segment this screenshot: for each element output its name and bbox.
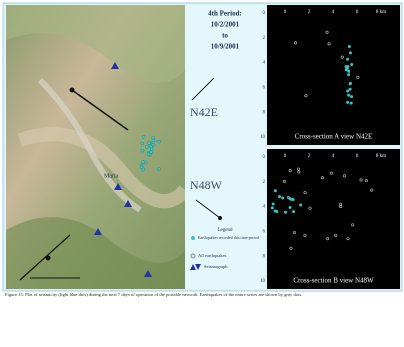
- map-quake: [141, 149, 144, 152]
- legend-item: Earthquakes recorded this time period: [198, 235, 259, 240]
- legend-item: Seismograph: [204, 264, 228, 269]
- quake-period: [349, 88, 352, 91]
- quake-period: [347, 94, 350, 97]
- quake-period: [347, 70, 350, 73]
- x-tick-label: 8 km: [376, 10, 386, 15]
- map-quake: [141, 160, 144, 163]
- quake-period: [271, 206, 274, 209]
- quake-period: [348, 45, 351, 48]
- map-quake: [157, 167, 160, 170]
- quake-period: [289, 206, 292, 209]
- quake-period: [275, 210, 278, 213]
- quake-period: [274, 189, 277, 192]
- map-quake: [147, 142, 150, 145]
- quake-period: [292, 198, 295, 201]
- map-quake: [140, 166, 143, 169]
- map-quake: [152, 139, 155, 142]
- legend-title: Legend: [218, 228, 233, 233]
- panel-label: Cross-section A view N42E: [295, 133, 373, 141]
- map-quake: [158, 140, 161, 143]
- cross-section-panel: [267, 149, 400, 289]
- quake-period: [350, 95, 353, 98]
- period-date: 10/9/2001: [211, 43, 240, 51]
- y-tick-label: 10: [260, 135, 266, 140]
- quake-period: [346, 101, 349, 104]
- quake-period: [350, 63, 353, 66]
- direction-label: N42E: [190, 105, 218, 119]
- map-quake: [141, 142, 144, 145]
- quake-period: [284, 211, 287, 214]
- map-label: Maria: [104, 173, 119, 179]
- direction-label: N48W: [190, 178, 223, 192]
- quake-period: [299, 203, 302, 206]
- quake-period: [350, 102, 353, 105]
- period-title: 4th Period:: [208, 10, 242, 18]
- quake-period: [278, 195, 281, 198]
- quake-period: [347, 73, 350, 76]
- quake-period: [346, 58, 349, 61]
- period-date: to: [222, 32, 228, 40]
- map-quake: [147, 153, 150, 156]
- quake-period: [288, 197, 291, 200]
- map-quake: [145, 146, 148, 149]
- legend-item: All earthquakes: [198, 253, 227, 258]
- x-tick-label: 8 km: [376, 154, 386, 159]
- caption: Figure 15: Plot of seismicity (light blu…: [5, 292, 400, 298]
- map-quake: [150, 150, 153, 153]
- quake-period: [349, 82, 352, 85]
- y-tick-label: 10: [260, 279, 266, 284]
- caption-box: Figure 15: Plot of seismicity (light blu…: [5, 292, 400, 316]
- map: Maria: [6, 5, 185, 289]
- panel-label: Cross-section B view N48W: [293, 277, 374, 285]
- map-quake: [149, 145, 152, 148]
- quake-period: [345, 65, 348, 68]
- map-quake: [142, 135, 145, 138]
- figure: Maria 4th Period: 10/2/2001 to 10/9/2001…: [0, 0, 404, 347]
- period-date: 10/2/2001: [211, 21, 240, 29]
- cross-section-panel: [267, 5, 400, 145]
- info-panel: 4th Period: 10/2/2001 to 10/9/2001 N42E …: [185, 5, 265, 289]
- quake-period: [292, 210, 295, 213]
- quake-period: [346, 89, 349, 92]
- quake-period: [349, 51, 352, 54]
- quake-period: [272, 203, 275, 206]
- quake-period: [281, 196, 284, 199]
